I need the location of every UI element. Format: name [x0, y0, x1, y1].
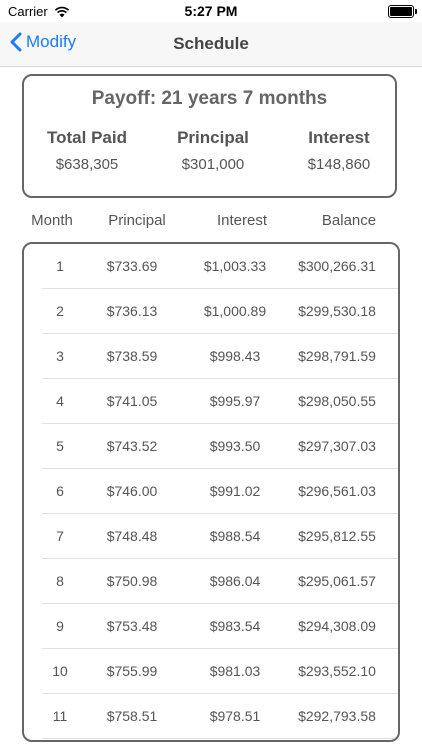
table-row: 2 $736.13 $1,000.89 $299,530.18	[24, 289, 398, 334]
interest-cell: $1,003.33	[203, 258, 267, 274]
month-cell: 4	[56, 393, 64, 409]
table-row: 11 $758.51 $978.51 $292,793.58	[24, 694, 398, 739]
interest-cell: $1,000.89	[203, 303, 267, 319]
balance-cell: $296,561.03	[298, 483, 376, 499]
month-cell: 2	[56, 303, 64, 319]
principal-cell: $741.05	[106, 393, 158, 409]
row-divider	[42, 333, 398, 334]
interest-summary-label: Interest	[308, 128, 370, 147]
table-row: 8 $750.98 $986.04 $295,061.57	[24, 559, 398, 604]
month-cell: 10	[52, 663, 68, 679]
status-time: 5:27 PM	[184, 3, 238, 19]
balance-cell: $298,050.55	[298, 393, 376, 409]
interest-cell: $988.54	[209, 528, 261, 544]
principal-cell: $746.00	[106, 483, 158, 499]
table-row: 10 $755.99 $981.03 $293,552.10	[24, 649, 398, 694]
interest-cell: $991.02	[209, 483, 261, 499]
balance-cell: $297,307.03	[298, 438, 376, 454]
table-row: 6 $746.00 $991.02 $296,561.03	[24, 469, 398, 514]
wifi-icon	[54, 6, 69, 17]
principal-summary: Principal $301,000	[158, 128, 268, 173]
column-header-interest: Interest	[216, 212, 268, 229]
balance-cell: $300,266.31	[298, 258, 376, 274]
balance-cell: $298,791.59	[298, 348, 376, 364]
table-row: 9 $753.48 $983.54 $294,308.09	[24, 604, 398, 649]
carrier-label: Carrier	[8, 4, 48, 19]
principal-summary-label: Principal	[177, 128, 249, 147]
row-divider	[42, 603, 398, 604]
balance-cell: $294,308.09	[298, 618, 376, 634]
principal-cell: $753.48	[106, 618, 158, 634]
balance-cell: $295,061.57	[298, 573, 376, 589]
interest-summary-value: $148,860	[307, 156, 371, 173]
month-cell: 3	[56, 348, 64, 364]
month-cell: 7	[56, 528, 64, 544]
total-paid-value: $638,305	[55, 156, 119, 173]
principal-cell: $755.99	[106, 663, 158, 679]
page-title: Schedule	[173, 34, 249, 53]
schedule-column-headers: Month Principal Interest Balance	[0, 212, 422, 232]
principal-cell: $750.98	[106, 573, 158, 589]
row-divider	[42, 423, 398, 424]
status-bar: Carrier 5:27 PM	[0, 0, 422, 22]
table-row: 5 $743.52 $993.50 $297,307.03	[24, 424, 398, 469]
payoff-text: Payoff: 21 years 7 months	[91, 88, 328, 109]
month-cell: 6	[56, 483, 64, 499]
interest-cell: $983.54	[209, 618, 261, 634]
interest-cell: $986.04	[209, 573, 261, 589]
column-header-principal: Principal	[108, 212, 166, 229]
month-cell: 1	[56, 258, 64, 274]
interest-cell: $978.51	[209, 708, 261, 724]
total-paid-label: Total Paid	[47, 128, 127, 147]
principal-cell: $736.13	[106, 303, 158, 319]
interest-cell: $998.43	[209, 348, 261, 364]
row-divider	[42, 468, 398, 469]
principal-summary-value: $301,000	[181, 156, 245, 173]
table-row: 3 $738.59 $998.43 $298,791.59	[24, 334, 398, 379]
status-left: Carrier	[8, 4, 70, 19]
battery-icon	[388, 5, 417, 18]
principal-cell: $758.51	[106, 708, 158, 724]
principal-cell: $748.48	[106, 528, 158, 544]
column-header-balance: Balance	[321, 212, 377, 229]
row-divider	[42, 648, 398, 649]
month-cell: 11	[52, 708, 68, 724]
back-button-label: Modify	[26, 32, 77, 51]
table-row: 4 $741.05 $995.97 $298,050.55	[24, 379, 398, 424]
back-button[interactable]: Modify	[10, 32, 76, 52]
chevron-left-icon	[10, 32, 22, 52]
balance-cell: $293,552.10	[298, 663, 376, 679]
schedule-table[interactable]: 1 $733.69 $1,003.33 $300,266.31 2 $736.1…	[22, 242, 400, 742]
principal-cell: $733.69	[106, 258, 158, 274]
row-divider	[42, 558, 398, 559]
principal-cell: $743.52	[106, 438, 158, 454]
column-header-month: Month	[31, 212, 73, 229]
balance-cell: $299,530.18	[298, 303, 376, 319]
total-paid-summary: Total Paid $638,305	[32, 128, 142, 173]
navigation-bar: Modify Schedule	[0, 22, 422, 67]
interest-cell: $995.97	[209, 393, 261, 409]
interest-summary: Interest $148,860	[284, 128, 394, 173]
balance-cell: $295,812.55	[298, 528, 376, 544]
row-divider	[42, 513, 398, 514]
table-row: 1 $733.69 $1,003.33 $300,266.31	[24, 244, 398, 289]
table-row: 7 $748.48 $988.54 $295,812.55	[24, 514, 398, 559]
payoff-summary-card: Payoff: 21 years 7 months Total Paid $63…	[22, 74, 397, 198]
interest-cell: $993.50	[209, 438, 261, 454]
row-divider	[42, 288, 398, 289]
month-cell: 5	[56, 438, 64, 454]
balance-cell: $292,793.58	[298, 708, 376, 724]
month-cell: 9	[56, 618, 64, 634]
principal-cell: $738.59	[106, 348, 158, 364]
month-cell: 8	[56, 573, 64, 589]
interest-cell: $981.03	[209, 663, 261, 679]
row-divider	[42, 693, 398, 694]
row-divider	[42, 378, 398, 379]
row-divider	[42, 738, 398, 739]
